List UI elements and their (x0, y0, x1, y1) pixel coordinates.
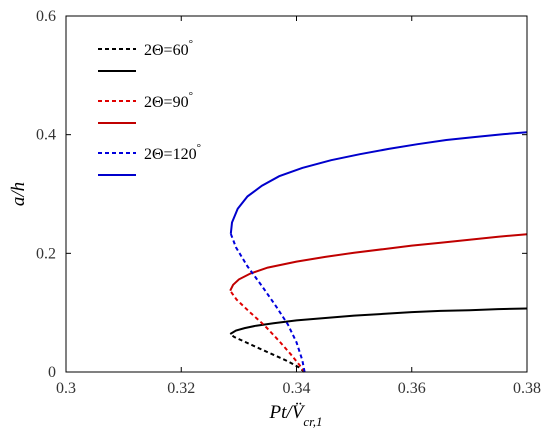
legend-label: 2Θ=120° (144, 142, 201, 163)
x-tick-label: 0.3 (56, 380, 76, 397)
y-axis-title: a/h (8, 182, 29, 206)
y-tick-label: 0.4 (36, 127, 56, 144)
y-tick-label: 0 (48, 364, 56, 381)
y-tick-label: 0.6 (36, 8, 56, 25)
series-line-3 (229, 233, 528, 292)
y-tick-label: 0.2 (36, 245, 56, 262)
series-line-5 (229, 131, 528, 234)
axes-box (65, 15, 528, 373)
plot-series (229, 131, 528, 373)
x-axis-title: Pt/V̈cr,1 (269, 402, 323, 429)
legend-label: 2Θ=90° (144, 90, 193, 111)
x-tick-label: 0.32 (167, 380, 195, 397)
legend-label: 2Θ=60° (144, 38, 193, 59)
x-tick-label: 0.34 (283, 380, 311, 397)
series-line-0 (229, 333, 306, 373)
series-line-1 (229, 307, 528, 335)
x-tick-label: 0.38 (513, 380, 541, 397)
series-line-2 (229, 290, 306, 373)
legend: 2Θ=60° 2Θ=90° 2Θ=120° (98, 38, 201, 176)
series-line-4 (229, 233, 306, 373)
ticks: 0.3 0.32 0.34 0.36 0.38 0 0.2 0.4 0.6 (36, 8, 541, 397)
x-tick-label: 0.36 (398, 380, 426, 397)
